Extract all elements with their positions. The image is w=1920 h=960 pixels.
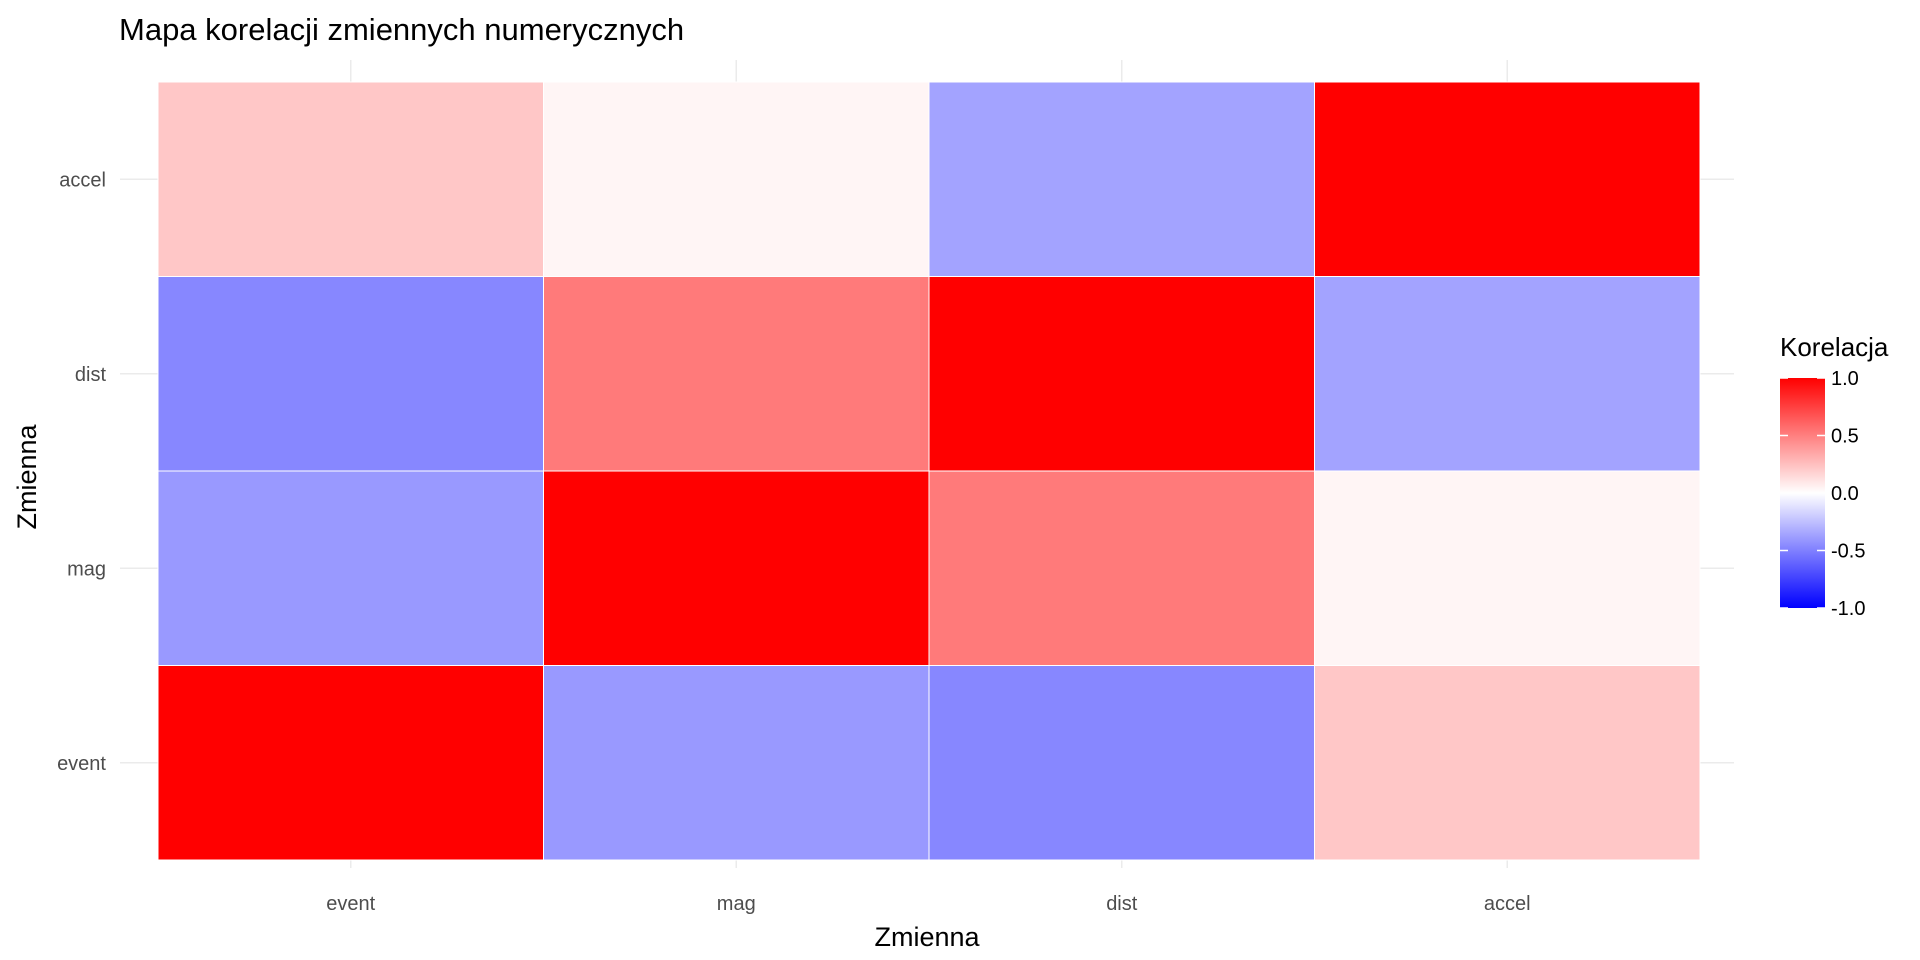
color-legend: Korelacja 1.0 0.5 0.0 -0.5 -1.0 [1780, 332, 1889, 620]
heatmap-cell-dist-event [928, 665, 1315, 861]
heatmap-cell-accel-event [1314, 665, 1701, 861]
y-tick-label: mag [67, 558, 106, 580]
heatmap-cells [157, 81, 1701, 861]
legend-label: 0.0 [1831, 483, 1859, 505]
y-tick-label: dist [75, 364, 107, 386]
x-tick-label: accel [1484, 893, 1531, 915]
x-tick-label: event [326, 893, 375, 915]
heatmap-cell-mag-mag [543, 470, 930, 666]
heatmap-cell-dist-dist [928, 276, 1315, 472]
y-tick-label: event [57, 753, 106, 775]
x-tick-label: dist [1106, 893, 1138, 915]
heatmap-cell-mag-dist [543, 276, 930, 472]
legend-label: 0.5 [1831, 426, 1859, 448]
legend-label: 1.0 [1831, 368, 1859, 390]
chart-title: Mapa korelacji zmiennych numerycznych [119, 12, 684, 47]
legend-label: -1.0 [1831, 598, 1865, 620]
heatmap-cell-mag-event [543, 665, 930, 861]
x-tick-label: mag [717, 893, 756, 915]
heatmap-cell-dist-accel [928, 81, 1315, 277]
legend-title: Korelacja [1780, 332, 1889, 362]
x-axis-title: Zmienna [874, 922, 980, 952]
heatmap-cell-mag-accel [543, 81, 930, 277]
heatmap-cell-event-mag [157, 470, 544, 666]
axis-ticks: event mag dist accel event mag dist accel [57, 169, 1531, 915]
heatmap-cell-event-accel [157, 81, 544, 277]
legend-label: -0.5 [1831, 541, 1865, 563]
heatmap-cell-dist-mag [928, 470, 1315, 666]
heatmap-cell-event-dist [157, 276, 544, 472]
y-tick-label: accel [59, 169, 106, 191]
heatmap-cell-accel-accel [1314, 81, 1701, 277]
heatmap-cell-accel-mag [1314, 470, 1701, 666]
y-axis-title: Zmienna [12, 423, 42, 529]
heatmap-cell-event-event [157, 665, 544, 861]
heatmap-cell-accel-dist [1314, 276, 1701, 472]
